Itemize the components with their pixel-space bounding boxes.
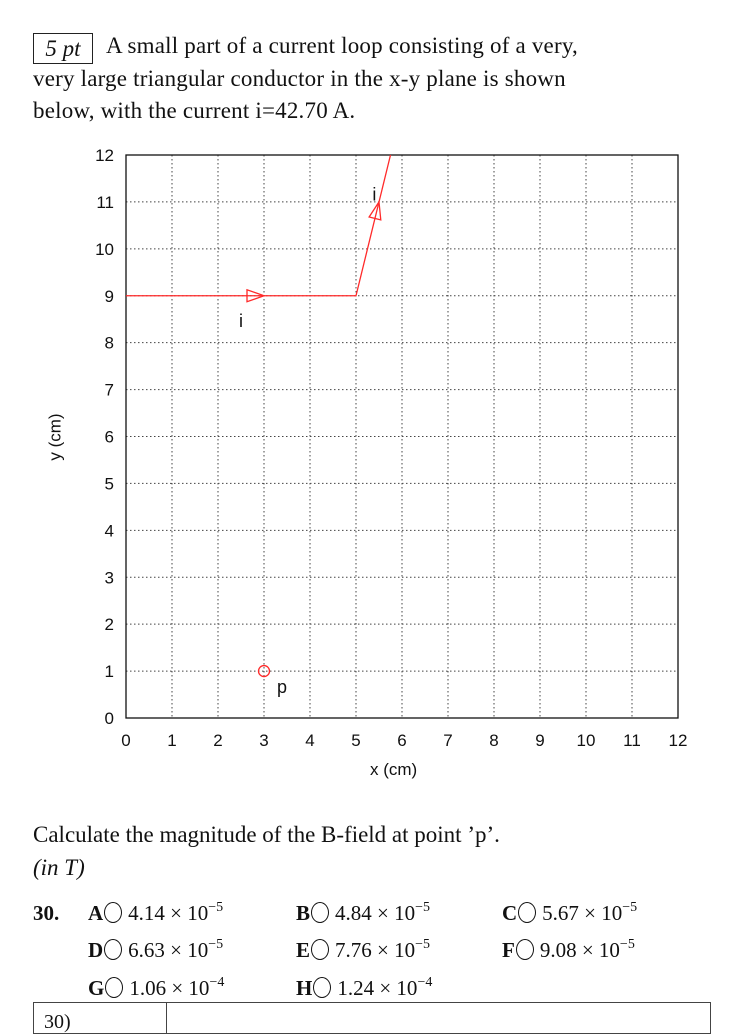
problem-line-1: A small part of a current loop consistin… bbox=[106, 33, 578, 58]
radio-circle-icon[interactable] bbox=[518, 902, 537, 923]
radio-circle-icon[interactable] bbox=[104, 902, 123, 923]
option-exponent: −5 bbox=[622, 900, 638, 915]
answer-option-h[interactable]: H 1.24 × 10−4 bbox=[296, 975, 433, 1001]
radio-circle-icon[interactable] bbox=[311, 939, 330, 960]
option-exponent: −5 bbox=[415, 900, 431, 915]
radio-circle-icon[interactable] bbox=[104, 939, 123, 960]
option-letter: C bbox=[502, 901, 518, 925]
answer-option-c[interactable]: C 5.67 × 10−5 bbox=[502, 900, 638, 926]
x-tick-label: 6 bbox=[397, 731, 406, 750]
x-axis-label: x (cm) bbox=[370, 760, 418, 779]
current-arrow-icon bbox=[368, 200, 382, 221]
radio-circle-icon[interactable] bbox=[515, 939, 534, 960]
points-box: 5 pt bbox=[33, 33, 93, 64]
option-exponent: −5 bbox=[415, 937, 431, 952]
option-exponent: −5 bbox=[619, 937, 635, 952]
answer-option-b[interactable]: B 4.84 × 10−5 bbox=[296, 900, 431, 926]
x-tick-label: 10 bbox=[577, 731, 596, 750]
option-letter: D bbox=[88, 938, 104, 962]
radio-circle-icon[interactable] bbox=[105, 977, 124, 998]
y-tick-label: 12 bbox=[95, 146, 114, 165]
option-letter: F bbox=[502, 938, 515, 962]
x-tick-label: 4 bbox=[305, 731, 314, 750]
option-exponent: −4 bbox=[417, 975, 433, 990]
y-tick-label: 2 bbox=[105, 615, 114, 634]
answer-option-e[interactable]: E 7.76 × 10−5 bbox=[296, 937, 431, 963]
option-mantissa: 4.14 bbox=[128, 901, 165, 925]
answer-option-d[interactable]: D 6.63 × 10−5 bbox=[88, 937, 224, 963]
option-mantissa: 1.24 bbox=[337, 976, 375, 1000]
option-letter: G bbox=[88, 976, 105, 1000]
option-exponent: −5 bbox=[208, 900, 224, 915]
y-tick-label: 9 bbox=[105, 287, 114, 306]
x-tick-label: 1 bbox=[167, 731, 176, 750]
y-tick-label: 5 bbox=[105, 474, 114, 493]
x-tick-label: 0 bbox=[121, 731, 130, 750]
y-tick-label: 0 bbox=[105, 709, 114, 728]
option-mantissa: 9.08 bbox=[539, 938, 577, 962]
option-letter: H bbox=[296, 976, 313, 1000]
option-exponent: −4 bbox=[209, 975, 225, 990]
option-mantissa: 4.84 bbox=[335, 901, 372, 925]
option-exponent: −5 bbox=[208, 937, 224, 952]
question-number: 30. bbox=[33, 901, 60, 925]
option-letter: E bbox=[296, 938, 311, 962]
problem-line-3: below, with the current i=42.70 A. bbox=[33, 98, 356, 123]
point-p-label: p bbox=[277, 677, 287, 697]
current-label: i bbox=[239, 311, 243, 331]
x-tick-label: 12 bbox=[669, 731, 688, 750]
radio-circle-icon[interactable] bbox=[311, 902, 330, 923]
answer-option-f[interactable]: F 9.08 × 10−5 bbox=[502, 937, 635, 963]
y-tick-label: 7 bbox=[105, 381, 114, 400]
x-tick-label: 7 bbox=[443, 731, 452, 750]
answer-table: 30) bbox=[33, 1002, 711, 1034]
y-tick-label: 10 bbox=[95, 240, 114, 259]
x-tick-label: 2 bbox=[213, 731, 222, 750]
option-mantissa: 5.67 bbox=[542, 901, 579, 925]
y-tick-label: 1 bbox=[105, 662, 114, 681]
y-tick-label: 8 bbox=[105, 334, 114, 353]
x-tick-label: 11 bbox=[623, 731, 641, 750]
option-letter: A bbox=[88, 901, 104, 925]
answer-cell[interactable] bbox=[166, 1003, 167, 1033]
question-units: (in T) bbox=[33, 855, 85, 880]
plot-frame bbox=[125, 154, 679, 719]
option-letter: B bbox=[296, 901, 311, 925]
x-tick-label: 9 bbox=[535, 731, 544, 750]
problem-line-2: very large triangular conductor in the x… bbox=[33, 66, 566, 91]
answer-table-label: 30) bbox=[44, 1011, 71, 1033]
x-tick-label: 5 bbox=[351, 731, 360, 750]
current-arrow-icon bbox=[246, 288, 266, 303]
y-tick-label: 11 bbox=[96, 193, 114, 212]
question-text: Calculate the magnitude of the B-field a… bbox=[33, 822, 500, 847]
answer-option-a[interactable]: A 4.14 × 10−5 bbox=[88, 900, 224, 926]
y-axis-label: y (cm) bbox=[45, 413, 65, 461]
y-tick-label: 4 bbox=[105, 521, 114, 540]
radio-circle-icon[interactable] bbox=[313, 977, 332, 998]
x-tick-label: 3 bbox=[259, 731, 268, 750]
option-mantissa: 6.63 bbox=[128, 938, 165, 962]
current-label: i bbox=[372, 185, 376, 205]
answer-option-g[interactable]: G 1.06 × 10−4 bbox=[88, 975, 225, 1001]
option-mantissa: 7.76 bbox=[335, 938, 372, 962]
option-mantissa: 1.06 bbox=[129, 976, 167, 1000]
conductor-line bbox=[126, 154, 392, 297]
x-tick-label: 8 bbox=[489, 731, 498, 750]
point-p-marker bbox=[257, 664, 271, 678]
y-tick-label: 3 bbox=[105, 568, 114, 587]
y-tick-label: 6 bbox=[105, 428, 114, 447]
